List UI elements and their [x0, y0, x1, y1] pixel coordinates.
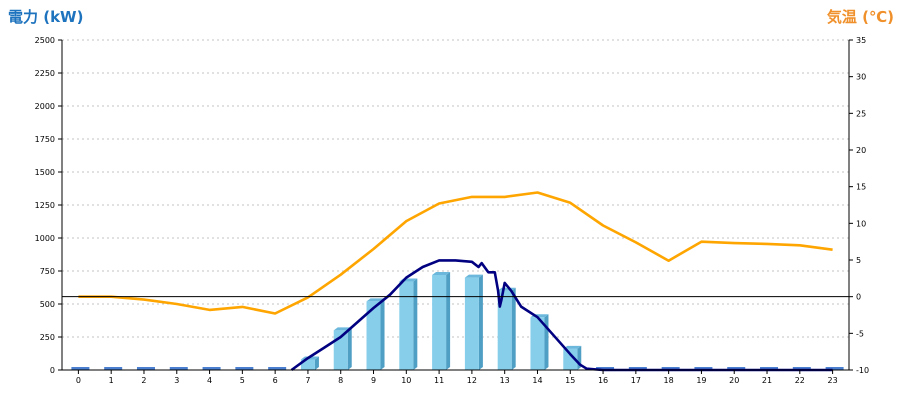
bar-top: [464, 274, 483, 278]
x-tick-label: 17: [631, 376, 641, 385]
bar-zero: [825, 367, 844, 370]
bar-top: [366, 298, 385, 302]
right-axis-title: 気温 (℃): [826, 8, 894, 26]
temperature-line: [78, 191, 833, 315]
line-layer: [78, 191, 833, 372]
left-tick-label: 2000: [35, 102, 55, 111]
right-tick-label: -5: [856, 329, 864, 338]
left-tick-label: 500: [40, 300, 55, 309]
bar: [563, 348, 578, 370]
bar-layer: [71, 271, 844, 370]
left-tick-label: 0: [50, 366, 55, 375]
bar-zero: [760, 367, 779, 370]
left-tick-label: 250: [40, 333, 55, 342]
bar: [300, 359, 315, 370]
x-tick-label: 15: [565, 376, 575, 385]
right-tick-label: 25: [856, 109, 866, 118]
label-layer: 02505007501000125015001750200022502500-1…: [35, 36, 869, 385]
bar-zero: [169, 367, 188, 370]
x-tick-label: 19: [696, 376, 706, 385]
bar-zero: [792, 367, 811, 370]
left-tick-label: 2250: [35, 69, 55, 78]
x-tick-label: 5: [240, 376, 245, 385]
x-tick-label: 2: [141, 376, 146, 385]
bar-side: [314, 356, 319, 370]
axis-layer: [58, 39, 853, 374]
bar-side: [347, 327, 352, 370]
bar-zero: [628, 367, 647, 370]
right-tick-label: 15: [856, 183, 866, 192]
x-tick-label: 11: [434, 376, 444, 385]
bar-side: [511, 287, 516, 370]
bar: [497, 290, 512, 370]
x-tick-label: 8: [338, 376, 343, 385]
bar-side: [478, 274, 483, 370]
right-tick-label: 35: [856, 36, 866, 45]
bar-zero: [694, 367, 713, 370]
bar-zero: [268, 367, 287, 370]
left-tick-label: 1250: [35, 201, 55, 210]
bar-zero: [136, 367, 155, 370]
right-tick-label: -10: [856, 366, 869, 375]
bar-zero: [661, 367, 680, 370]
bar: [530, 317, 545, 370]
bar-zero: [727, 367, 746, 370]
left-tick-label: 1000: [35, 234, 55, 243]
x-tick-label: 20: [729, 376, 739, 385]
x-tick-label: 7: [305, 376, 310, 385]
bar-side: [413, 278, 418, 370]
bar: [432, 274, 447, 370]
x-tick-label: 3: [174, 376, 179, 385]
left-axis-title: 電力 (kW): [8, 8, 84, 26]
left-tick-label: 1750: [35, 135, 55, 144]
bar-zero: [104, 367, 123, 370]
right-tick-label: 5: [856, 256, 861, 265]
x-tick-label: 10: [401, 376, 411, 385]
right-tick-label: 0: [856, 293, 861, 302]
x-tick-label: 12: [467, 376, 477, 385]
right-tick-label: 20: [856, 146, 866, 155]
right-tick-label: 30: [856, 73, 866, 82]
bar-top: [563, 345, 582, 349]
bar: [399, 281, 414, 370]
bar-zero: [71, 367, 90, 370]
x-tick-label: 18: [664, 376, 674, 385]
bar-zero: [596, 367, 615, 370]
left-tick-label: 1500: [35, 168, 55, 177]
x-tick-label: 21: [762, 376, 772, 385]
x-tick-label: 0: [76, 376, 81, 385]
x-tick-label: 9: [371, 376, 376, 385]
bar-zero: [202, 367, 221, 370]
bar: [366, 301, 381, 370]
x-tick-label: 1: [109, 376, 114, 385]
right-tick-label: 10: [856, 219, 866, 228]
x-tick-label: 6: [273, 376, 278, 385]
left-tick-label: 750: [40, 267, 55, 276]
x-tick-label: 4: [207, 376, 212, 385]
bar-side: [446, 271, 451, 370]
bar-zero: [235, 367, 254, 370]
x-tick-label: 16: [598, 376, 608, 385]
x-tick-label: 14: [532, 376, 542, 385]
x-tick-label: 23: [828, 376, 838, 385]
bar-side: [544, 314, 549, 370]
bar-top: [432, 271, 451, 275]
x-tick-label: 13: [500, 376, 510, 385]
left-tick-label: 2500: [35, 36, 55, 45]
bar-side: [380, 298, 385, 370]
grid-layer: [62, 39, 849, 338]
bar: [464, 277, 479, 370]
x-tick-label: 22: [795, 376, 805, 385]
